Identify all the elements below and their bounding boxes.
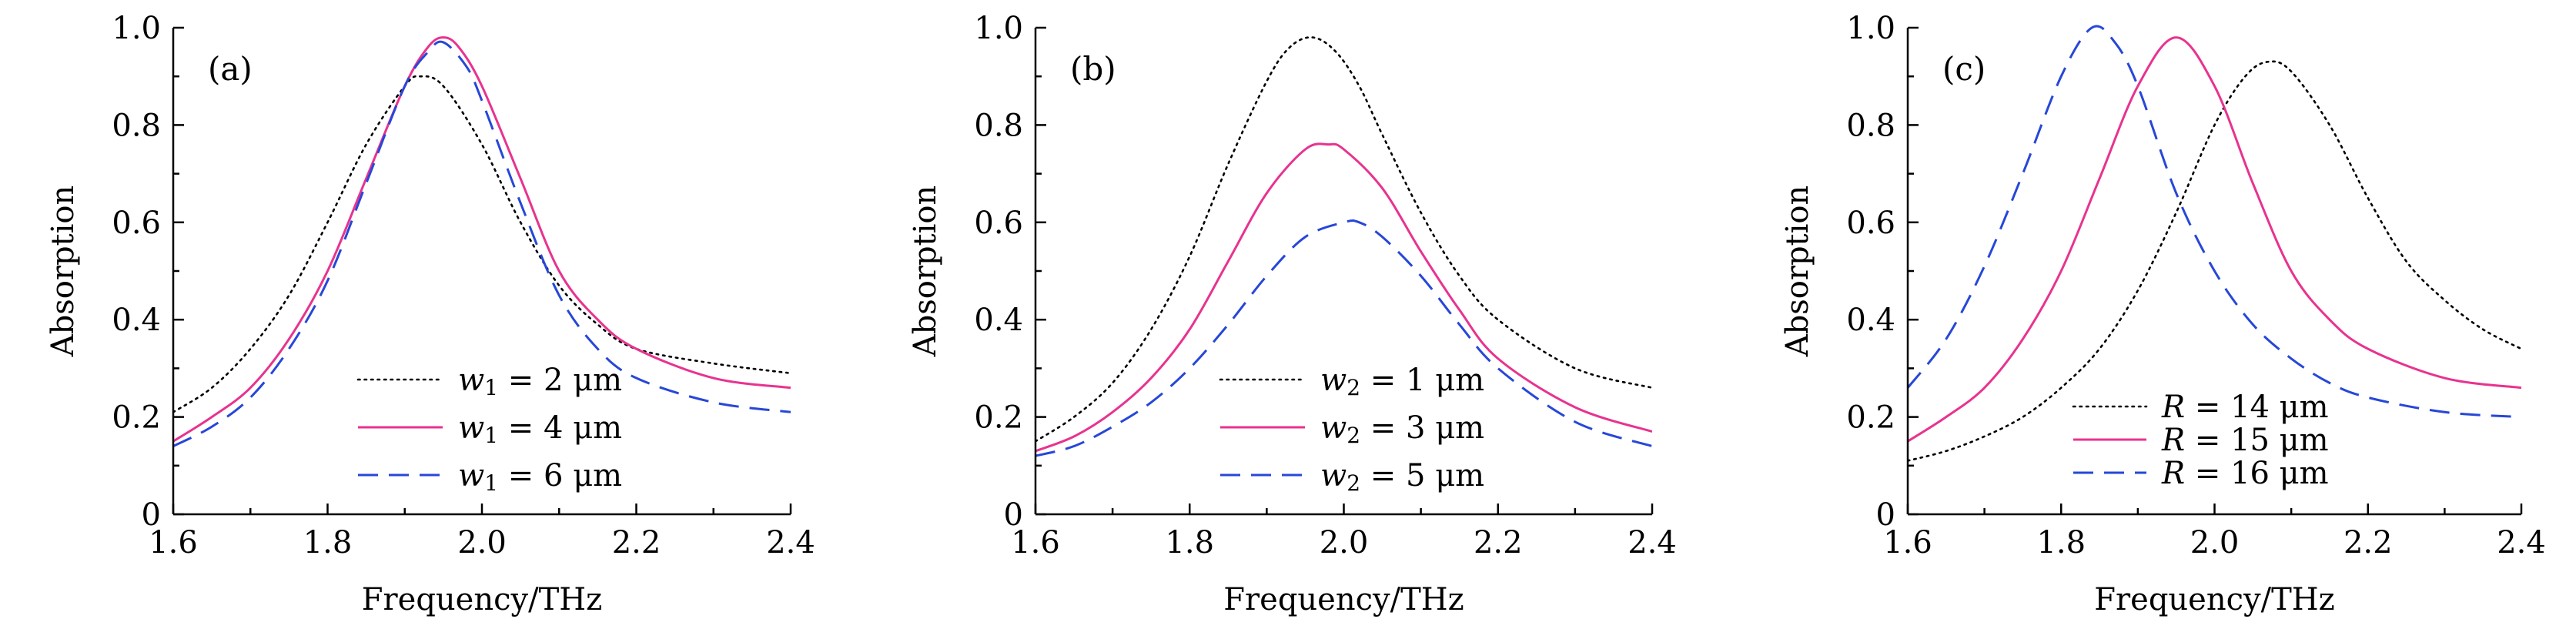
- chart-panel-2: 1.6 1.8 2.0 2.2 2.4 0 0.2 0.4 0.6 0.8 1.0 Frequency…: [908, 11, 1677, 617]
- x-tick-label: 2.0: [1320, 525, 1369, 560]
- x-tick-label: 2.4: [2497, 525, 2546, 560]
- series-line-2: [1908, 36, 2521, 443]
- legend-var: R: [2161, 390, 2185, 425]
- x-tick-label: 2.0: [457, 525, 507, 560]
- legend-var: R: [2161, 456, 2185, 491]
- legend-rest: = 3 μm: [1360, 410, 1484, 446]
- series-line-1: [1908, 60, 2521, 462]
- series-line-1: [1035, 36, 1652, 443]
- y-tick-label: 0.4: [112, 303, 161, 338]
- y-axis-label: Absorption: [1780, 186, 1815, 358]
- panel-label: (b): [1070, 50, 1116, 88]
- legend-rest: = 1 μm: [1360, 363, 1484, 398]
- series-line-1: [173, 75, 791, 413]
- y-tick-label: 0.8: [1846, 108, 1895, 143]
- y-axis-label: Absorption: [45, 186, 81, 358]
- y-tick-label: 0.6: [112, 206, 161, 241]
- y-tick-label: 1.0: [112, 11, 161, 46]
- series-group: [1035, 36, 1652, 457]
- panel-label: (c): [1942, 50, 1986, 88]
- legend-rest: = 5 μm: [1360, 458, 1484, 493]
- y-tick-label: 0.2: [112, 400, 161, 436]
- y-tick-label: 0.6: [974, 206, 1023, 241]
- x-tick-label: 1.8: [1165, 525, 1214, 560]
- y-tick-label: 1.0: [974, 11, 1023, 46]
- y-tick-label: 0.6: [1846, 206, 1895, 241]
- series-line-2: [1035, 142, 1652, 453]
- x-axis-label: Frequency/THz: [362, 582, 602, 617]
- y-tick-label: 0.2: [1846, 400, 1895, 436]
- legend-subscript: 2: [1347, 423, 1360, 448]
- legend-var: w: [1320, 458, 1347, 493]
- series-group: [1908, 25, 2521, 462]
- legend-var: w: [1320, 410, 1347, 446]
- y-tick-label: 0.8: [112, 108, 161, 143]
- y-tick-label: 0.8: [974, 108, 1023, 143]
- x-tick-label: 2.4: [766, 525, 815, 560]
- legend-var: w: [458, 410, 484, 446]
- legend-subscript: 1: [484, 470, 498, 496]
- y-tick-label: 1.0: [1846, 11, 1895, 46]
- y-tick-label: 0.2: [974, 400, 1023, 436]
- x-tick-label: 2.2: [2343, 525, 2393, 560]
- legend-label-3: w2 = 5 μm: [1320, 458, 1484, 496]
- legend-subscript: 2: [1347, 375, 1360, 400]
- panel-label: (a): [208, 50, 253, 88]
- x-tick-label: 1.6: [1883, 525, 1932, 560]
- legend: R = 14 μmR = 15 μmR = 16 μm: [2072, 390, 2329, 491]
- chart-panel-1: 1.6 1.8 2.0 2.2 2.4 0 0.2 0.4 0.6 0.8 1.0 Frequency…: [45, 11, 815, 617]
- legend-var: R: [2161, 423, 2185, 458]
- series-group: [173, 36, 791, 447]
- legend-rest: = 15 μm: [2185, 423, 2328, 458]
- legend-label-1: R = 14 μm: [2161, 390, 2329, 425]
- chart-panel-3: 1.6 1.8 2.0 2.2 2.4 0 0.2 0.4 0.6 0.8 1.0 Frequency…: [1780, 11, 2546, 617]
- y-tick-label: 0.4: [974, 303, 1023, 338]
- legend-label-2: w2 = 3 μm: [1320, 410, 1484, 448]
- legend-rest: = 6 μm: [498, 458, 622, 493]
- legend-var: w: [458, 458, 484, 493]
- x-axis-label: Frequency/THz: [2094, 582, 2334, 617]
- x-tick-label: 1.8: [2036, 525, 2086, 560]
- x-tick-label: 2.4: [1628, 525, 1677, 560]
- legend-rest: = 14 μm: [2185, 390, 2328, 425]
- legend-label-2: w1 = 4 μm: [458, 410, 622, 448]
- legend-label-1: w1 = 2 μm: [458, 363, 622, 400]
- x-tick-label: 2.2: [1474, 525, 1523, 560]
- y-tick-label: 0: [1876, 497, 1895, 533]
- legend-subscript: 1: [484, 375, 498, 400]
- legend-var: w: [1320, 363, 1347, 398]
- legend-label-2: R = 15 μm: [2161, 423, 2329, 458]
- series-line-3: [173, 40, 791, 447]
- x-tick-label: 1.6: [1011, 525, 1060, 560]
- series-line-2: [173, 36, 791, 443]
- legend-subscript: 1: [484, 423, 498, 448]
- series-line-3: [1908, 25, 2521, 419]
- legend-label-1: w2 = 1 μm: [1320, 363, 1484, 400]
- legend-subscript: 2: [1347, 470, 1360, 496]
- y-axis-label: Absorption: [908, 186, 943, 358]
- y-tick-label: 0: [142, 497, 161, 533]
- y-tick-label: 0.4: [1846, 303, 1895, 338]
- y-tick-label: 0: [1004, 497, 1023, 533]
- legend-rest: = 4 μm: [498, 410, 622, 446]
- x-tick-label: 1.8: [303, 525, 353, 560]
- x-tick-label: 1.6: [149, 525, 198, 560]
- legend-label-3: R = 16 μm: [2161, 456, 2329, 491]
- legend-rest: = 2 μm: [498, 363, 622, 398]
- x-tick-label: 2.0: [2190, 525, 2240, 560]
- legend-rest: = 16 μm: [2185, 456, 2328, 491]
- legend-var: w: [458, 363, 484, 398]
- x-tick-label: 2.2: [612, 525, 661, 560]
- legend-label-3: w1 = 6 μm: [458, 458, 622, 496]
- x-axis-label: Frequency/THz: [1223, 582, 1464, 617]
